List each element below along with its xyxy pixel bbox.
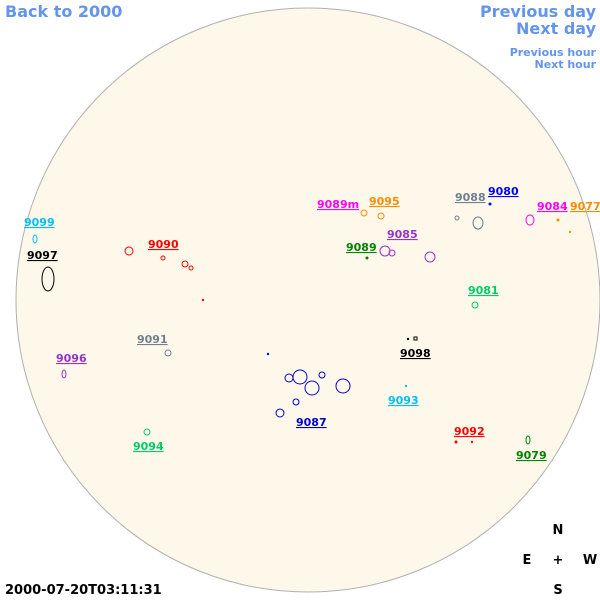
spot [454, 440, 458, 444]
spot [318, 371, 326, 379]
next-day-link[interactable]: Next day [516, 19, 597, 38]
timestamp: 2000-07-20T03:11:31 [5, 583, 162, 598]
solar-disk [15, 7, 600, 593]
region-label[interactable]: 9092 [454, 425, 485, 438]
spot [32, 234, 38, 244]
region-label[interactable]: 9085 [387, 228, 418, 241]
spot [377, 212, 385, 220]
spot [335, 378, 351, 394]
spot [284, 373, 294, 383]
compass-center: + [553, 553, 564, 568]
spot [124, 246, 134, 256]
region-label[interactable]: 9098 [400, 347, 431, 360]
spot [41, 266, 55, 292]
compass-north: N [553, 523, 564, 538]
spot [181, 260, 189, 268]
spot [471, 301, 479, 309]
spot [424, 251, 436, 263]
spot [201, 298, 205, 302]
region-label[interactable]: 9095 [369, 195, 400, 208]
region-label[interactable]: 9097 [27, 249, 58, 262]
region-label[interactable]: 9081 [468, 284, 499, 297]
spot [188, 265, 194, 271]
previous-hour-link[interactable]: Previous hour [510, 46, 597, 59]
spot [568, 230, 572, 234]
spot [404, 384, 408, 388]
region-label[interactable]: 9099 [24, 216, 55, 229]
spot [388, 249, 396, 257]
spot [406, 337, 410, 341]
compass-west: W [583, 553, 597, 568]
region-label[interactable]: 9084 [537, 200, 568, 213]
spot [292, 398, 300, 406]
spot [266, 352, 270, 356]
back-link[interactable]: Back to 2000 [5, 2, 122, 21]
spot [556, 218, 560, 222]
region-label[interactable]: 9093 [388, 394, 419, 407]
spot [488, 202, 492, 206]
spot [275, 408, 285, 418]
next-hour-link[interactable]: Next hour [535, 58, 597, 71]
spot-group [32, 202, 572, 445]
region-label[interactable]: 9090 [148, 238, 179, 251]
region-label[interactable]: 9079 [516, 449, 547, 462]
compass-east: E [523, 553, 532, 568]
spot [470, 440, 474, 444]
spot [472, 216, 484, 230]
spot [160, 255, 166, 261]
spot [164, 349, 172, 357]
spot [143, 428, 151, 436]
spot [454, 215, 460, 221]
region-label[interactable]: 9089 [346, 241, 377, 254]
region-label[interactable]: 9077 [570, 200, 600, 213]
compass-south: S [553, 583, 562, 598]
previous-day-link[interactable]: Previous day [480, 2, 597, 21]
region-label[interactable]: 9091 [137, 333, 168, 346]
region-label[interactable]: 9089m [317, 198, 359, 211]
spot [525, 214, 535, 226]
region-label[interactable]: 9094 [133, 440, 164, 453]
spot [525, 435, 531, 445]
region-label[interactable]: 9087 [296, 416, 327, 429]
spot [365, 256, 369, 260]
spot [61, 369, 67, 379]
spot [304, 380, 320, 396]
region-label[interactable]: 9096 [56, 352, 87, 365]
spot [413, 336, 418, 341]
spot [360, 209, 368, 217]
region-label[interactable]: 9080 [488, 185, 519, 198]
region-label[interactable]: 9088 [455, 191, 486, 204]
